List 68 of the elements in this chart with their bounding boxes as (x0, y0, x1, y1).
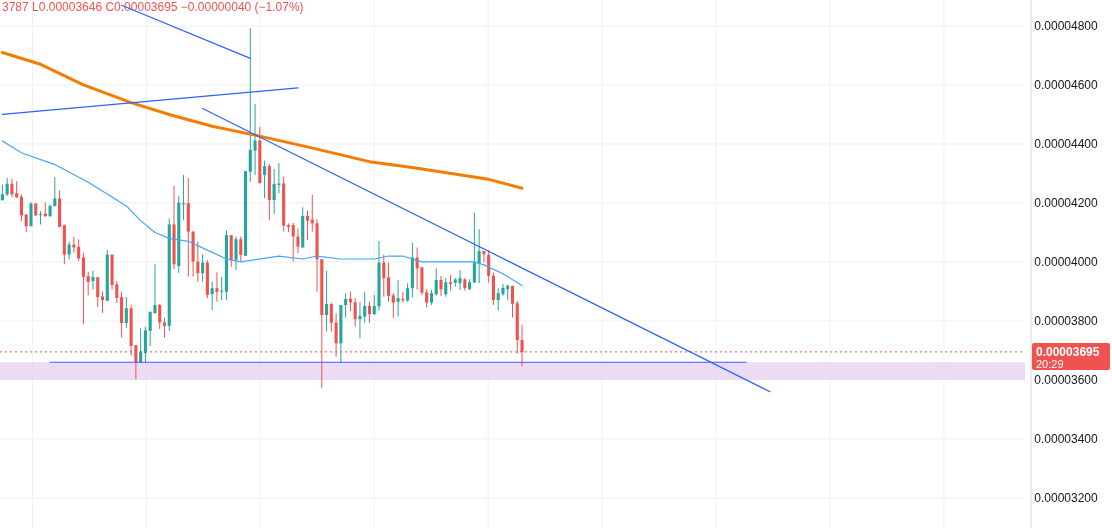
candlestick (5, 177, 9, 197)
candlestick (143, 326, 147, 364)
candlestick (124, 296, 128, 329)
line-series (0, 51, 524, 190)
candlestick (248, 27, 252, 183)
ref-line-label: 0.00003695 (1036, 345, 1100, 360)
candlestick (334, 312, 338, 358)
candlestick (353, 297, 357, 328)
candlestick (387, 262, 391, 303)
text: 20:29 (1036, 357, 1064, 370)
candlestick (201, 253, 205, 283)
y-tick-label: 0.00004000 (1034, 255, 1099, 270)
candlestick (396, 279, 400, 318)
annotation: 3787 L0.00003646 C0.00003695 −0.00000040 (−1.07%) (2, 0, 304, 14)
candlestick (38, 210, 43, 225)
candlestick (363, 291, 367, 324)
y-tick-label: 0.00003800 (1034, 314, 1099, 329)
candlestick (344, 292, 348, 319)
candlestick (100, 290, 105, 314)
candlestick (19, 193, 23, 222)
candlestick (477, 228, 481, 284)
y-tick-label: 0.00004600 (1034, 78, 1099, 93)
y-tick-label: 0.00003600 (1034, 373, 1099, 388)
candlestick (434, 267, 438, 297)
candlestick (358, 301, 362, 339)
candlestick (439, 275, 443, 297)
candlestick (210, 281, 214, 311)
candlestick (81, 252, 85, 325)
candlestick (367, 301, 372, 324)
candlestick (510, 285, 515, 318)
candlestick (372, 294, 376, 316)
candlestick (29, 201, 33, 227)
candlestick (325, 270, 329, 333)
y-tick-label: 0.00003200 (1034, 491, 1099, 506)
candlestick (96, 276, 100, 308)
candlestick (458, 269, 462, 291)
candlestick (305, 210, 310, 241)
candlestick (444, 277, 448, 298)
candlestick (291, 222, 295, 263)
y-tick-label: 0.00004400 (1034, 137, 1099, 152)
candlestick (329, 302, 333, 333)
candlestick (77, 239, 81, 262)
candlestick (382, 254, 386, 298)
candlestick (239, 236, 243, 263)
candlestick (472, 212, 476, 284)
candlestick (220, 276, 224, 301)
candlestick (263, 160, 267, 199)
candlestick (501, 283, 505, 297)
line-series (1, 140, 523, 287)
y-tick-label: 0.00004800 (1034, 19, 1099, 34)
candlestick (162, 317, 167, 338)
candlestick (234, 236, 238, 271)
candlestick (10, 178, 14, 198)
candlestick (215, 271, 219, 303)
candlestick (482, 250, 486, 264)
candlestick (86, 271, 90, 296)
candlestick (391, 292, 395, 319)
candlestick (296, 227, 300, 254)
y-tick-label: 0.00004200 (1034, 196, 1099, 211)
candlestick (310, 194, 314, 233)
candlestick (196, 241, 200, 283)
candlestick (253, 103, 257, 176)
candlestick (91, 270, 95, 290)
candlestick (406, 282, 410, 303)
candlestick (272, 168, 276, 215)
candlestick (158, 303, 162, 330)
candlestick (487, 249, 491, 284)
y-tick-label: 0.00003400 (1034, 432, 1099, 447)
